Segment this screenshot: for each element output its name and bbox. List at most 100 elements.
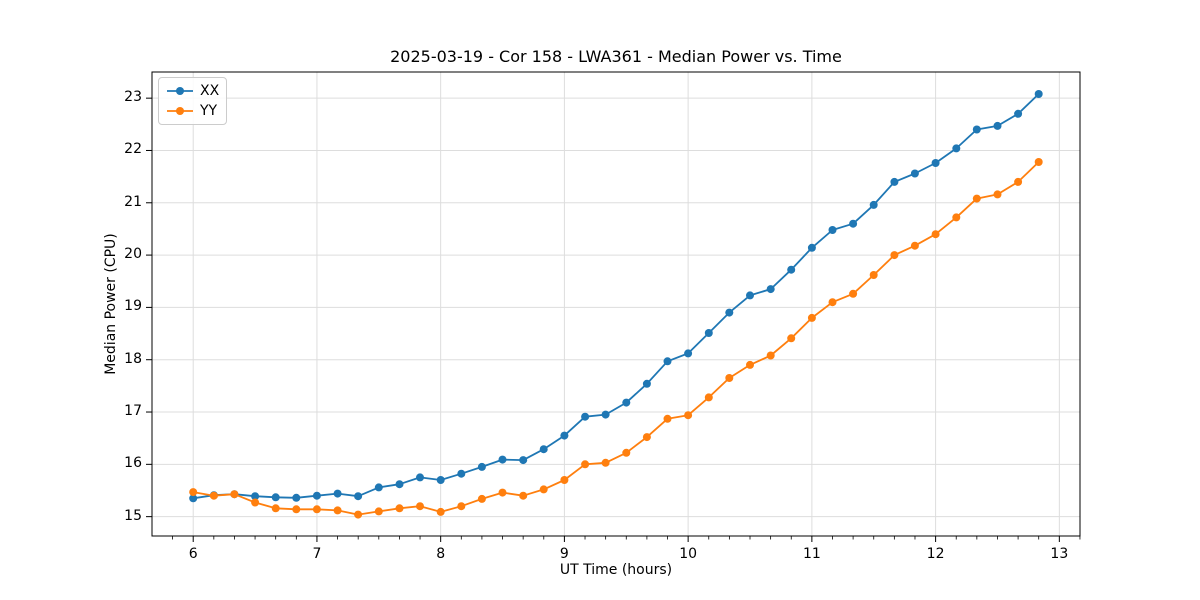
data-point-xx	[539, 445, 548, 454]
data-point-yy	[436, 507, 445, 516]
data-point-yy	[869, 271, 878, 279]
x-tick-label: 8	[436, 546, 446, 562]
data-point-yy	[807, 313, 816, 322]
data-point-yy	[952, 213, 961, 222]
x-axis-label: UT Time (hours)	[559, 562, 673, 578]
data-point-yy	[395, 504, 404, 513]
data-point-xx	[807, 243, 816, 252]
data-point-yy	[684, 411, 693, 420]
data-point-yy	[910, 241, 919, 250]
data-point-xx	[931, 159, 940, 167]
data-point-xx	[972, 125, 981, 134]
data-point-yy	[209, 491, 218, 500]
data-point-yy	[601, 458, 610, 467]
legend-line-yy-icon	[167, 107, 193, 115]
data-point-xx	[910, 169, 919, 178]
y-tick-label: 19	[124, 298, 142, 315]
data-point-yy	[539, 485, 548, 494]
data-point-yy	[622, 448, 631, 457]
data-point-yy	[581, 460, 590, 469]
data-point-xx	[642, 379, 651, 388]
data-point-xx	[869, 200, 878, 209]
data-point-xx	[333, 489, 342, 498]
data-point-xx	[952, 144, 961, 153]
data-point-xx	[828, 226, 837, 234]
legend-entry-xx: XX	[166, 81, 220, 101]
y-tick-label: 23	[124, 89, 142, 106]
data-point-xx	[457, 469, 466, 478]
data-point-xx	[890, 177, 899, 186]
x-tick-label: 10	[679, 546, 698, 562]
data-point-yy	[828, 298, 837, 307]
legend-line-xx-icon	[167, 87, 193, 95]
data-point-yy	[642, 433, 651, 442]
data-point-yy	[457, 502, 466, 511]
data-point-yy	[849, 289, 858, 298]
data-point-yy	[251, 498, 260, 507]
data-point-yy	[1034, 158, 1043, 166]
data-point-yy	[477, 494, 486, 503]
data-point-xx	[766, 285, 775, 294]
data-point-yy	[560, 476, 569, 484]
data-point-yy	[189, 488, 198, 497]
data-point-xx	[704, 329, 713, 337]
data-point-yy	[333, 506, 342, 515]
data-point-xx	[519, 456, 528, 465]
data-point-xx	[684, 349, 693, 358]
data-point-xx	[663, 357, 672, 366]
y-tick-label: 20	[124, 246, 142, 263]
data-point-xx	[498, 455, 507, 464]
legend-label-yy: YY	[200, 103, 218, 119]
x-tick-label: 12	[926, 546, 945, 562]
data-point-xx	[477, 462, 486, 471]
series-line-xx	[193, 93, 1040, 500]
data-point-xx	[622, 398, 631, 407]
data-point-xx	[725, 308, 734, 317]
data-point-yy	[746, 360, 754, 369]
legend-label-xx: XX	[200, 83, 220, 99]
data-point-yy	[519, 491, 528, 500]
data-point-yy	[890, 251, 899, 260]
x-tick-label: 6	[188, 546, 198, 562]
x-tick-label: 7	[312, 546, 322, 562]
data-point-xx	[251, 492, 260, 501]
data-point-yy	[1014, 177, 1023, 186]
data-point-xx	[189, 494, 198, 503]
data-point-yy	[312, 505, 321, 514]
legend-entry-yy: YY	[166, 101, 220, 121]
data-point-xx	[436, 476, 445, 484]
data-point-yy	[993, 190, 1002, 199]
data-point-xx	[601, 410, 610, 419]
data-point-yy	[271, 504, 280, 513]
data-point-xx	[374, 483, 383, 492]
series-line-yy	[193, 161, 1040, 516]
axes-spines	[151, 71, 1081, 537]
x-tick-label: 11	[802, 546, 821, 562]
y-tick-label: 22	[124, 141, 142, 158]
data-point-yy	[374, 507, 383, 516]
data-point-xx	[395, 480, 404, 489]
data-point-xx	[312, 491, 321, 500]
data-point-yy	[766, 351, 775, 360]
chart-title: 2025-03-19 - Cor 158 - LWA361 - Median P…	[390, 47, 842, 66]
data-point-xx	[354, 492, 363, 501]
data-point-yy	[931, 230, 940, 239]
data-point-xx	[993, 121, 1002, 130]
data-point-yy	[230, 490, 239, 499]
data-point-yy	[292, 505, 301, 514]
data-point-xx	[746, 291, 754, 300]
y-tick-label: 17	[124, 403, 142, 420]
data-point-yy	[787, 334, 796, 343]
x-tick-label: 13	[1050, 546, 1069, 562]
data-point-xx	[849, 219, 858, 228]
data-point-xx	[1014, 109, 1023, 118]
data-point-xx	[416, 473, 424, 482]
data-point-xx	[1034, 90, 1043, 98]
data-point-xx	[581, 412, 590, 421]
data-point-yy	[704, 393, 713, 402]
data-point-xx	[292, 493, 301, 502]
data-point-xx	[271, 493, 280, 502]
data-point-yy	[354, 510, 363, 519]
data-point-yy	[416, 502, 424, 511]
